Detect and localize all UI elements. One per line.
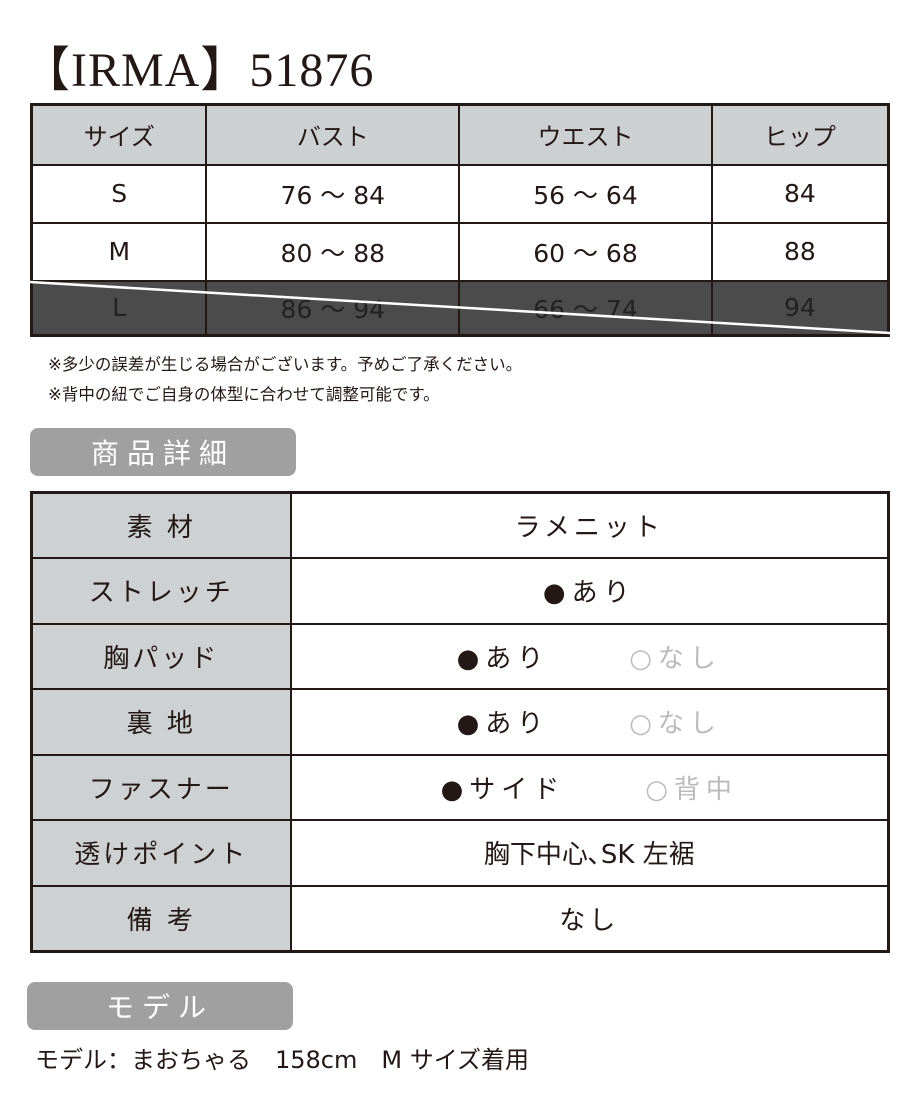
detail-value: なし: [289, 884, 890, 952]
detail-label: 裏 地: [30, 688, 292, 756]
size-cell: L: [30, 279, 208, 337]
model-info: モデル：まおちゃる 158cm M サイズ着用: [35, 1046, 529, 1074]
hip-cell: 94: [710, 279, 890, 337]
detail-label: 透けポイント: [30, 819, 292, 887]
size-cell: M: [30, 221, 208, 282]
table-row-unavailable: L 86 ～ 94 66 ～ 74 94: [30, 279, 890, 337]
bust-cell: 76 ～ 84: [205, 163, 461, 224]
header-waist: ウエスト: [458, 103, 713, 166]
option-unselected: ○なし: [629, 643, 722, 674]
waist-cell: 66 ～ 74: [458, 279, 713, 337]
detail-label: 素 材: [30, 491, 292, 559]
table-row: 胸パッド ●あり ○なし: [30, 622, 890, 690]
waist-cell: 56 ～ 64: [458, 163, 713, 224]
note-tolerance: ※多少の誤差が生じる場合がございます。予めご了承ください。: [48, 355, 523, 374]
hip-cell: 88: [710, 221, 890, 282]
page-title: 【IRMA】51876: [22, 44, 375, 97]
detail-label: ファスナー: [30, 753, 292, 821]
size-table: サイズ バスト ウエスト ヒップ S 76 ～ 84 56 ～ 64 84 M …: [30, 103, 890, 337]
option-selected: ●あり: [542, 578, 636, 609]
detail-value: ラメニット: [289, 491, 890, 559]
table-row: ストレッチ ●あり: [30, 557, 890, 625]
header-size: サイズ: [30, 103, 208, 166]
option-unselected: ○背中: [645, 774, 738, 805]
header-hip: ヒップ: [710, 103, 890, 166]
table-row: M 80 ～ 88 60 ～ 68 88: [30, 221, 890, 282]
option-unselected: ○なし: [629, 709, 722, 740]
detail-value: 胸下中心､SK 左裾: [289, 819, 890, 887]
note-adjustable: ※背中の紐でご自身の体型に合わせて調整可能です。: [48, 385, 440, 404]
option-selected: ●あり: [456, 709, 550, 740]
hip-cell: 84: [710, 163, 890, 224]
details-table: 素 材ラメニット ストレッチ ●あり 胸パッド ●あり ○なし 裏 地 ●あり ○なし フ…: [30, 491, 890, 953]
model-heading: モデル: [27, 982, 293, 1030]
waist-cell: 60 ～ 68: [458, 221, 713, 282]
details-heading: 商品詳細: [30, 428, 296, 476]
bust-cell: 86 ～ 94: [205, 279, 461, 337]
table-row: ファスナー ●サイド ○背中: [30, 753, 890, 821]
bust-cell: 80 ～ 88: [205, 221, 461, 282]
option-selected: ●あり: [456, 643, 550, 674]
size-cell: S: [30, 163, 208, 224]
table-row: 備 考なし: [30, 884, 890, 952]
table-row: 素 材ラメニット: [30, 491, 890, 559]
table-row: 透けポイント 胸下中心､SK 左裾: [30, 819, 890, 887]
table-row: 裏 地 ●あり ○なし: [30, 688, 890, 756]
header-bust: バスト: [205, 103, 461, 166]
option-selected: ●サイド: [440, 774, 566, 805]
detail-label: 備 考: [30, 884, 292, 952]
detail-label: 胸パッド: [30, 622, 292, 690]
table-row: S 76 ～ 84 56 ～ 64 84: [30, 163, 890, 224]
size-table-header: サイズ バスト ウエスト ヒップ: [30, 103, 890, 166]
detail-label: ストレッチ: [30, 557, 292, 625]
